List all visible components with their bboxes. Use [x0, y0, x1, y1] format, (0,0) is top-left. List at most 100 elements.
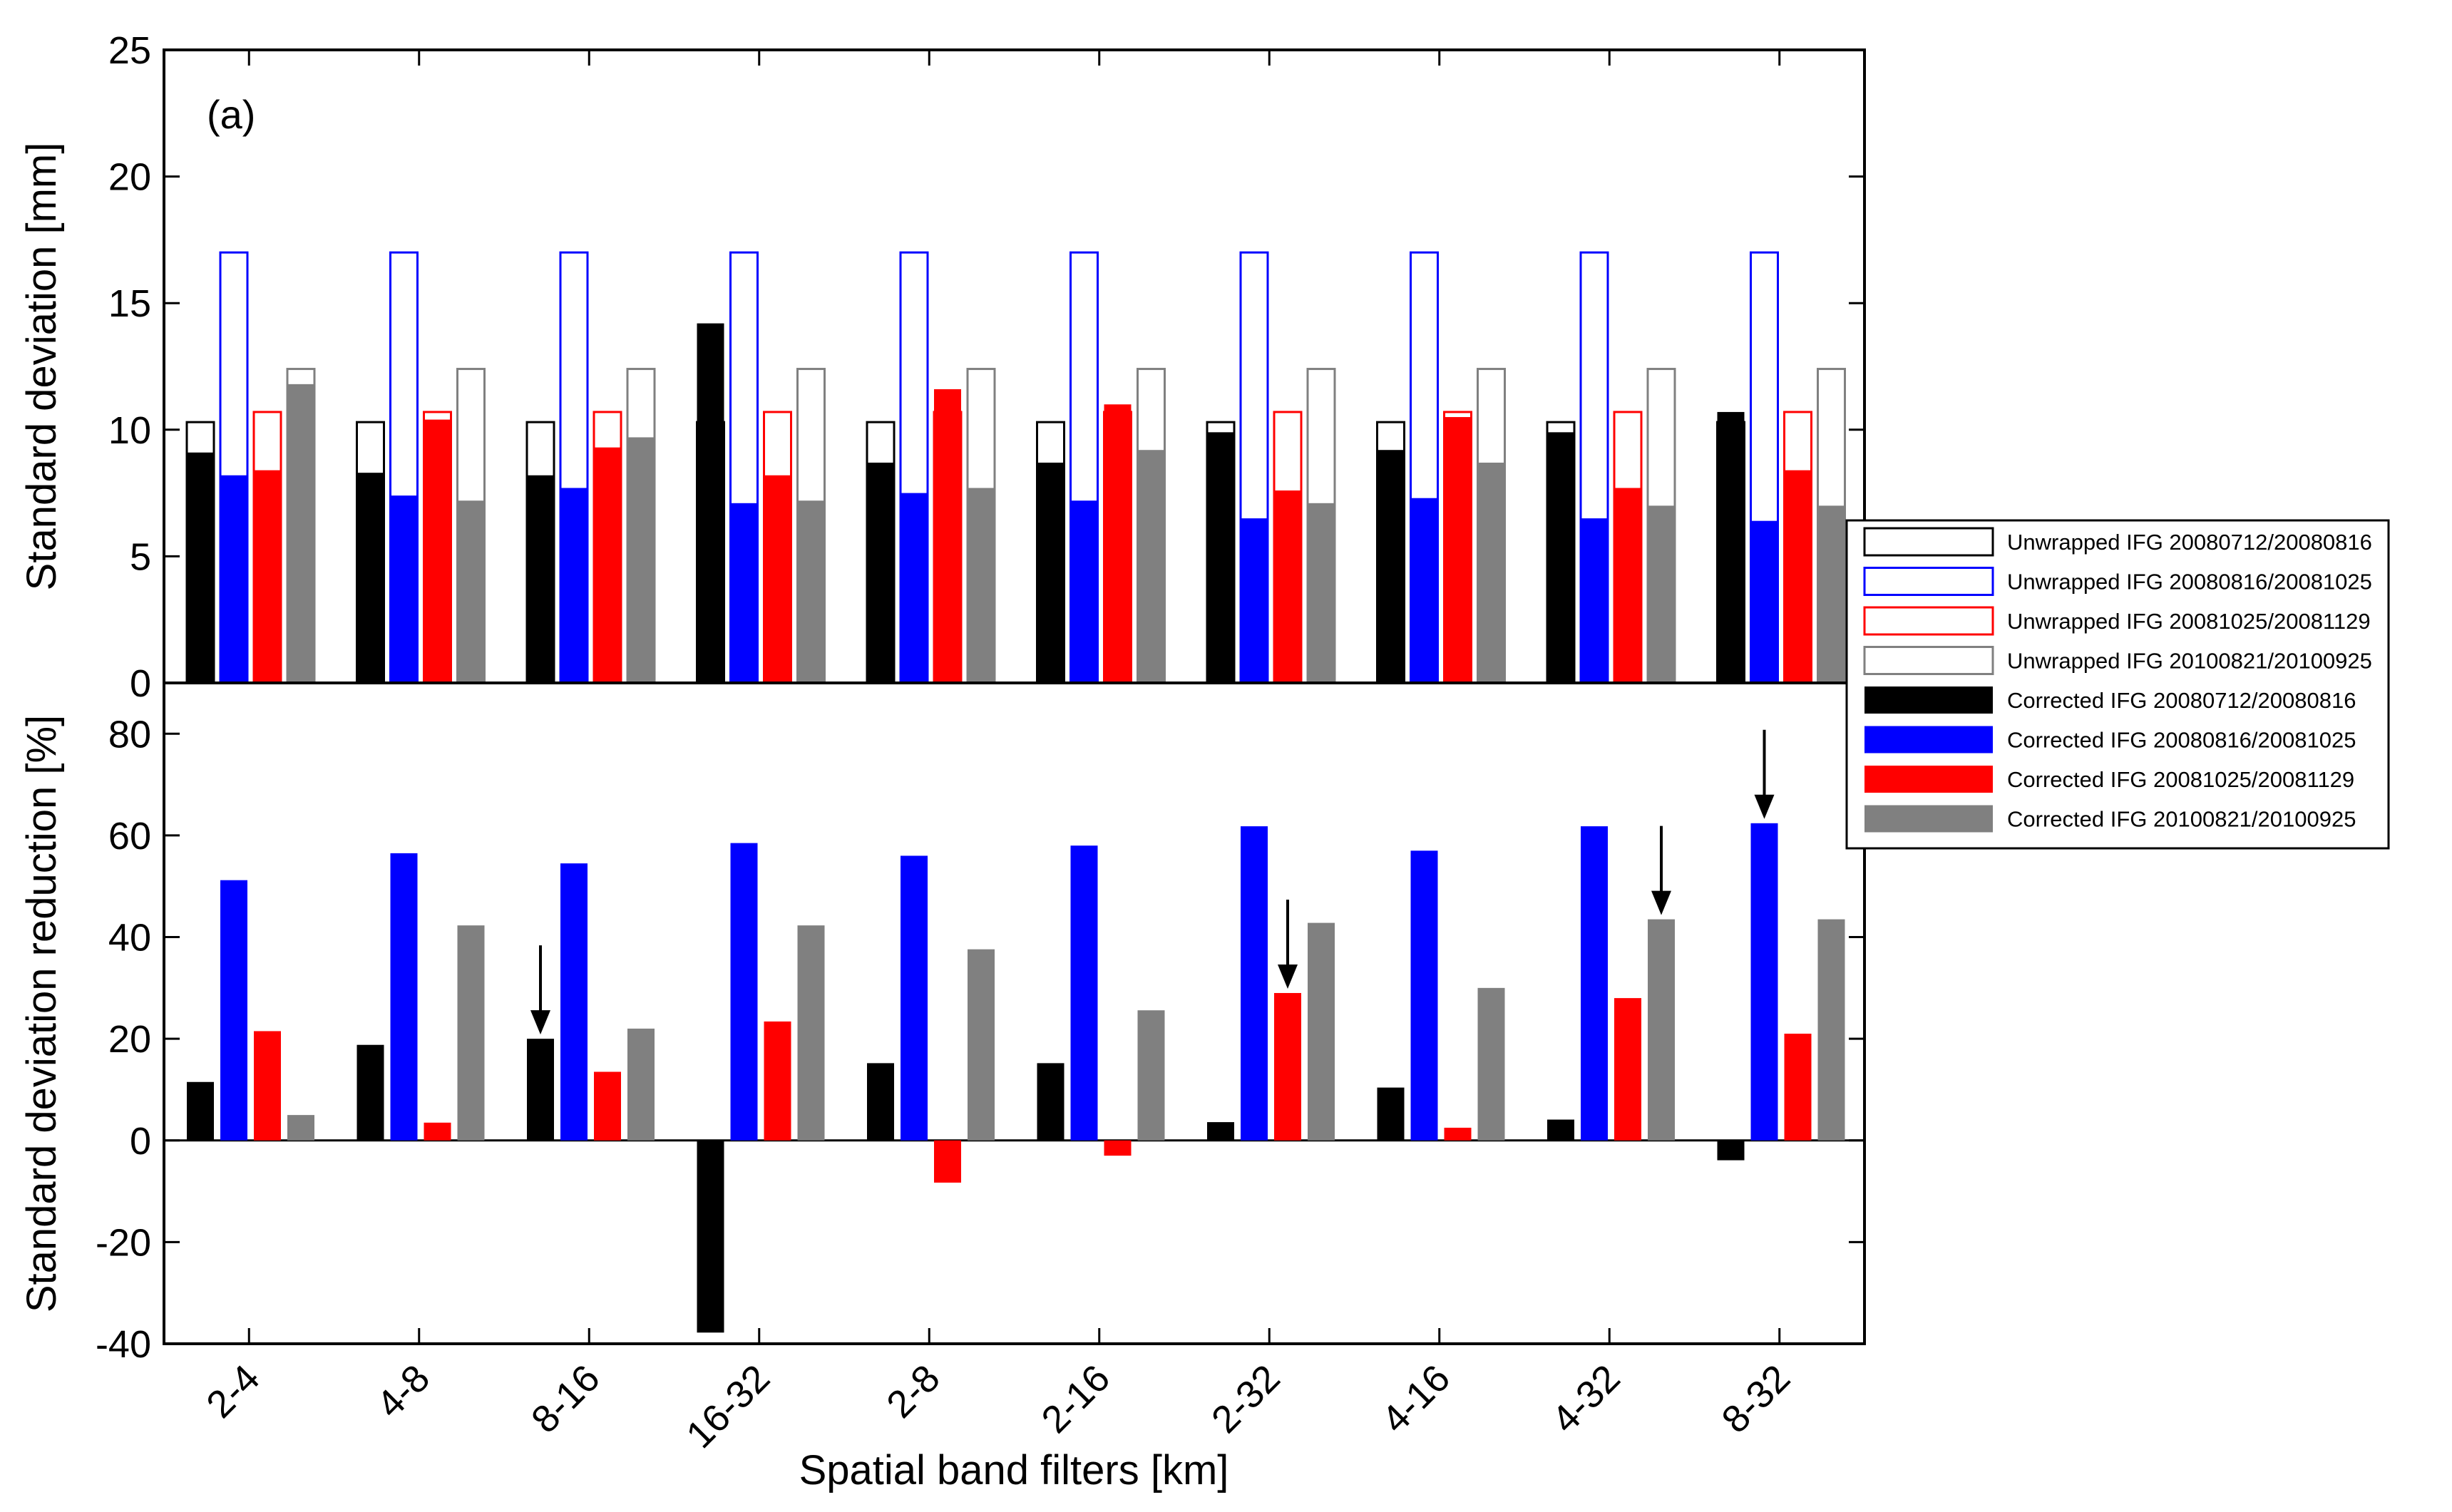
top-y-ticks: 0 5 10 15 20 25 — [108, 29, 1864, 705]
reduction-bar — [287, 1115, 314, 1141]
corrected-bar — [697, 323, 724, 683]
reduction-bar — [527, 1039, 554, 1141]
corrected-bar — [1104, 404, 1132, 683]
y-tick-label: 5 — [130, 535, 151, 578]
y-tick-label: 20 — [108, 156, 151, 199]
reduction-bar — [187, 1081, 214, 1141]
top-y-axis-label: Standard deviation [mm] — [19, 143, 65, 591]
y-tick-label: 20 — [108, 1018, 151, 1061]
y-tick-label: 0 — [130, 662, 151, 705]
legend-label: Unwrapped IFG 20081025/20081129 — [2007, 609, 2371, 634]
corrected-bar — [797, 500, 825, 683]
reduction-bar — [1037, 1063, 1065, 1141]
reduction-bar — [1784, 1034, 1812, 1141]
corrected-bar — [1137, 450, 1165, 683]
bottom-bars — [187, 823, 1845, 1333]
x-tick-label: 16-32 — [678, 1357, 778, 1456]
reduction-bar — [1717, 1140, 1745, 1161]
reduction-bar — [594, 1071, 621, 1141]
reduction-bar — [1817, 919, 1845, 1141]
legend-label: Corrected IFG 20080816/20081025 — [2007, 728, 2356, 753]
x-tick-label: 2-16 — [1033, 1357, 1118, 1441]
reduction-bar — [1274, 992, 1301, 1141]
corrected-bar — [867, 462, 894, 683]
legend-swatch — [1864, 805, 1993, 833]
annotation-arrows — [530, 729, 1775, 1035]
reduction-bar — [1137, 1010, 1165, 1141]
top-bars — [185, 251, 1846, 684]
annotation-arrow-head — [530, 1010, 550, 1035]
x-tick-label: 2-8 — [878, 1357, 948, 1426]
reduction-bar — [1477, 987, 1505, 1141]
reduction-bar — [424, 1122, 451, 1141]
reduction-bar — [797, 925, 825, 1141]
corrected-bar — [1784, 470, 1812, 683]
panel-label: (a) — [207, 92, 255, 137]
legend-label: Unwrapped IFG 20100821/20100925 — [2007, 649, 2372, 674]
reduction-bar — [560, 863, 588, 1141]
x-tick-label: 4-32 — [1544, 1357, 1628, 1441]
corrected-bar — [1037, 462, 1065, 683]
reduction-bar — [1614, 998, 1641, 1141]
x-tick-label: 2-4 — [198, 1357, 268, 1426]
corrected-bar — [1581, 518, 1608, 683]
legend-label: Corrected IFG 20100821/20100925 — [2007, 807, 2356, 832]
corrected-bar — [187, 452, 214, 683]
x-tick-label: 8-32 — [1713, 1357, 1798, 1441]
reduction-bar — [968, 949, 995, 1141]
reduction-bar — [764, 1021, 791, 1141]
reduction-bar — [1750, 823, 1778, 1141]
y-tick-label: 60 — [108, 815, 151, 858]
reduction-bar — [1241, 826, 1268, 1141]
corrected-bar — [594, 447, 621, 683]
x-tick-label: 4-8 — [369, 1357, 438, 1426]
reduction-bar — [1581, 826, 1608, 1141]
legend-swatch — [1864, 686, 1993, 714]
corrected-bar — [254, 470, 281, 683]
corrected-bar — [1444, 417, 1472, 683]
corrected-bar — [627, 437, 655, 683]
legend-label: Corrected IFG 20080712/20080816 — [2007, 688, 2356, 713]
corrected-bar — [1817, 505, 1845, 683]
legend-items: Unwrapped IFG 20080712/20080816 Unwrapped… — [1863, 527, 2372, 833]
legend-label: Unwrapped IFG 20080712/20080816 — [2007, 530, 2372, 555]
corrected-bar — [1241, 518, 1268, 683]
corrected-bar — [1207, 432, 1234, 683]
x-tick-label: 2-32 — [1204, 1357, 1288, 1441]
reduction-bar — [867, 1063, 894, 1141]
legend-swatch — [1863, 606, 1994, 636]
reduction-bar — [1547, 1119, 1574, 1141]
y-tick-label: 15 — [108, 282, 151, 325]
annotation-arrow-head — [1278, 964, 1298, 989]
y-tick-label: -20 — [96, 1221, 151, 1264]
corrected-bar — [1750, 520, 1778, 683]
reduction-bar — [697, 1140, 724, 1333]
legend: Unwrapped IFG 20080712/20080816 Unwrapped… — [1845, 519, 2390, 850]
corrected-bar — [1717, 411, 1745, 683]
legend-label: Unwrapped IFG 20080816/20081025 — [2007, 570, 2372, 595]
corrected-bar — [1070, 500, 1098, 683]
reduction-bar — [1104, 1140, 1132, 1156]
corrected-bar — [560, 488, 588, 683]
annotation-arrow-head — [1651, 890, 1671, 915]
reduction-bar — [934, 1140, 961, 1183]
legend-swatch — [1863, 527, 1994, 557]
corrected-bar — [287, 384, 314, 683]
corrected-bar — [1648, 505, 1675, 683]
top-plot-area — [163, 48, 1866, 684]
corrected-bar — [527, 475, 554, 683]
corrected-bar — [1308, 503, 1335, 683]
corrected-bar — [356, 473, 384, 683]
bottom-panel: -40 -20 0 20 40 60 80 2-4 4-8 8-16 16-32 2-8 2-16 2-… — [19, 50, 1866, 1493]
y-tick-label: -40 — [96, 1323, 151, 1366]
y-tick-label: 0 — [130, 1120, 151, 1163]
corrected-bar — [730, 503, 758, 683]
reduction-bar — [730, 843, 758, 1141]
y-tick-label: 40 — [108, 917, 151, 960]
corrected-bar — [424, 419, 451, 683]
reduction-bar — [1207, 1122, 1234, 1141]
corrected-bar — [1614, 488, 1641, 683]
reduction-bar — [1410, 850, 1438, 1141]
reduction-bar — [1377, 1087, 1405, 1141]
legend-label: Corrected IFG 20081025/20081129 — [2007, 767, 2354, 792]
